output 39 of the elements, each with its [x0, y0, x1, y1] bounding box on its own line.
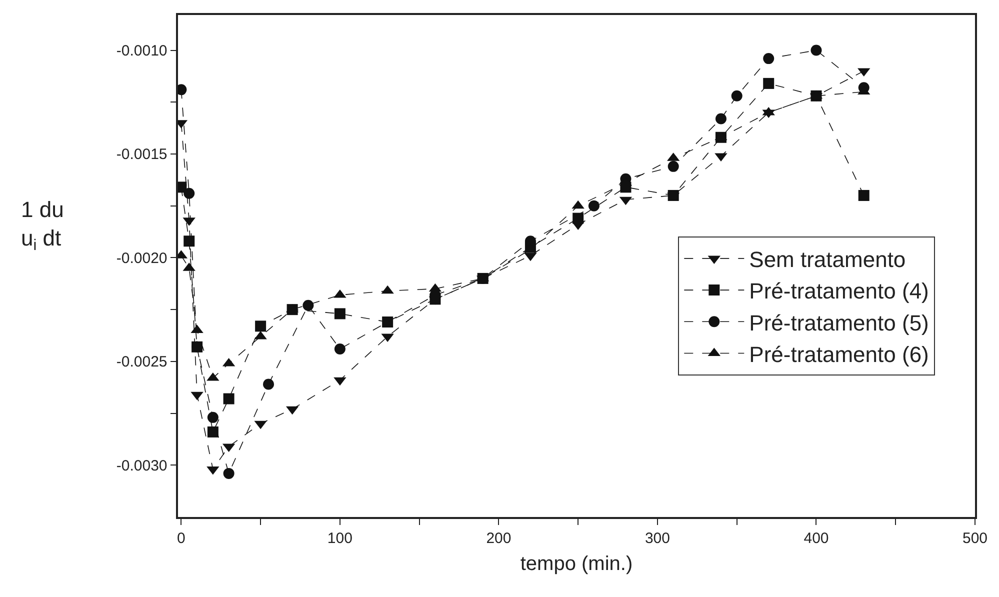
legend-label: Sem tratamento	[749, 247, 906, 272]
point	[302, 300, 314, 311]
y-tick-label: -0.0020	[116, 250, 168, 267]
point	[184, 188, 195, 199]
point	[223, 468, 234, 479]
point	[334, 343, 346, 354]
x-tick-label: 200	[486, 530, 512, 547]
point	[588, 200, 600, 212]
point	[810, 44, 822, 56]
y-tick-label: -0.0025	[116, 354, 168, 371]
point	[763, 53, 774, 64]
point	[715, 113, 726, 124]
point	[668, 160, 679, 172]
point	[731, 90, 742, 102]
x-tick-label: 0	[177, 530, 186, 547]
x-tick-label: 100	[327, 530, 352, 547]
point	[334, 308, 346, 320]
point	[668, 190, 679, 201]
point	[184, 236, 195, 247]
x-tick-label: 300	[644, 530, 670, 547]
y-tick-label: -0.0010	[116, 42, 168, 60]
y-axis-title: 1 du u$_{i}$ dt	[21, 197, 64, 254]
point	[223, 393, 234, 404]
y-tick-label: -0.0015	[116, 146, 168, 164]
point	[263, 378, 274, 390]
x-tick-label: 400	[804, 530, 829, 547]
legend-label: Pré-tratamento (4)	[749, 278, 929, 304]
legend-label: Pré-tratamento (6)	[749, 342, 929, 367]
point	[858, 190, 870, 201]
point	[255, 320, 266, 332]
point	[382, 316, 394, 328]
point	[572, 212, 584, 224]
y-tick-label: -0.0030	[116, 457, 168, 474]
x-tick-label: 500	[962, 530, 988, 547]
point	[763, 78, 774, 89]
point	[207, 412, 218, 423]
legend-label: Pré-tratamento (5)	[749, 310, 929, 336]
x-axis-title: tempo (min.)	[520, 552, 633, 575]
point	[207, 426, 218, 438]
